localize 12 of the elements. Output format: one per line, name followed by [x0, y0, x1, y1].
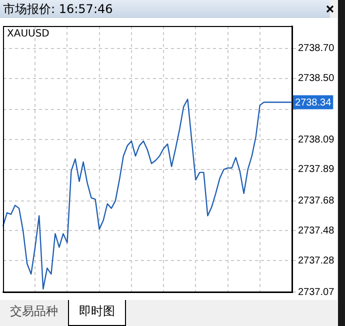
text: 交易品种	[9, 303, 59, 320]
y-tick-label: 2737.48	[298, 225, 335, 236]
y-tick-label: 2738.70	[298, 43, 335, 54]
y-tick-label: 2737.68	[298, 196, 335, 207]
chart-title: 市场报价: 16:57:46	[0, 0, 330, 18]
y-tick-label: 2737.07	[298, 286, 335, 298]
y-tick-label: 2737.28	[298, 255, 335, 266]
y-tick-label: 2737.89	[298, 164, 335, 176]
annotation: XAUUSD	[7, 28, 50, 40]
text: 2738.34	[295, 97, 332, 108]
y-tick-label: 2738.09	[298, 134, 335, 146]
y-tick-label: 2738.50	[298, 73, 335, 84]
